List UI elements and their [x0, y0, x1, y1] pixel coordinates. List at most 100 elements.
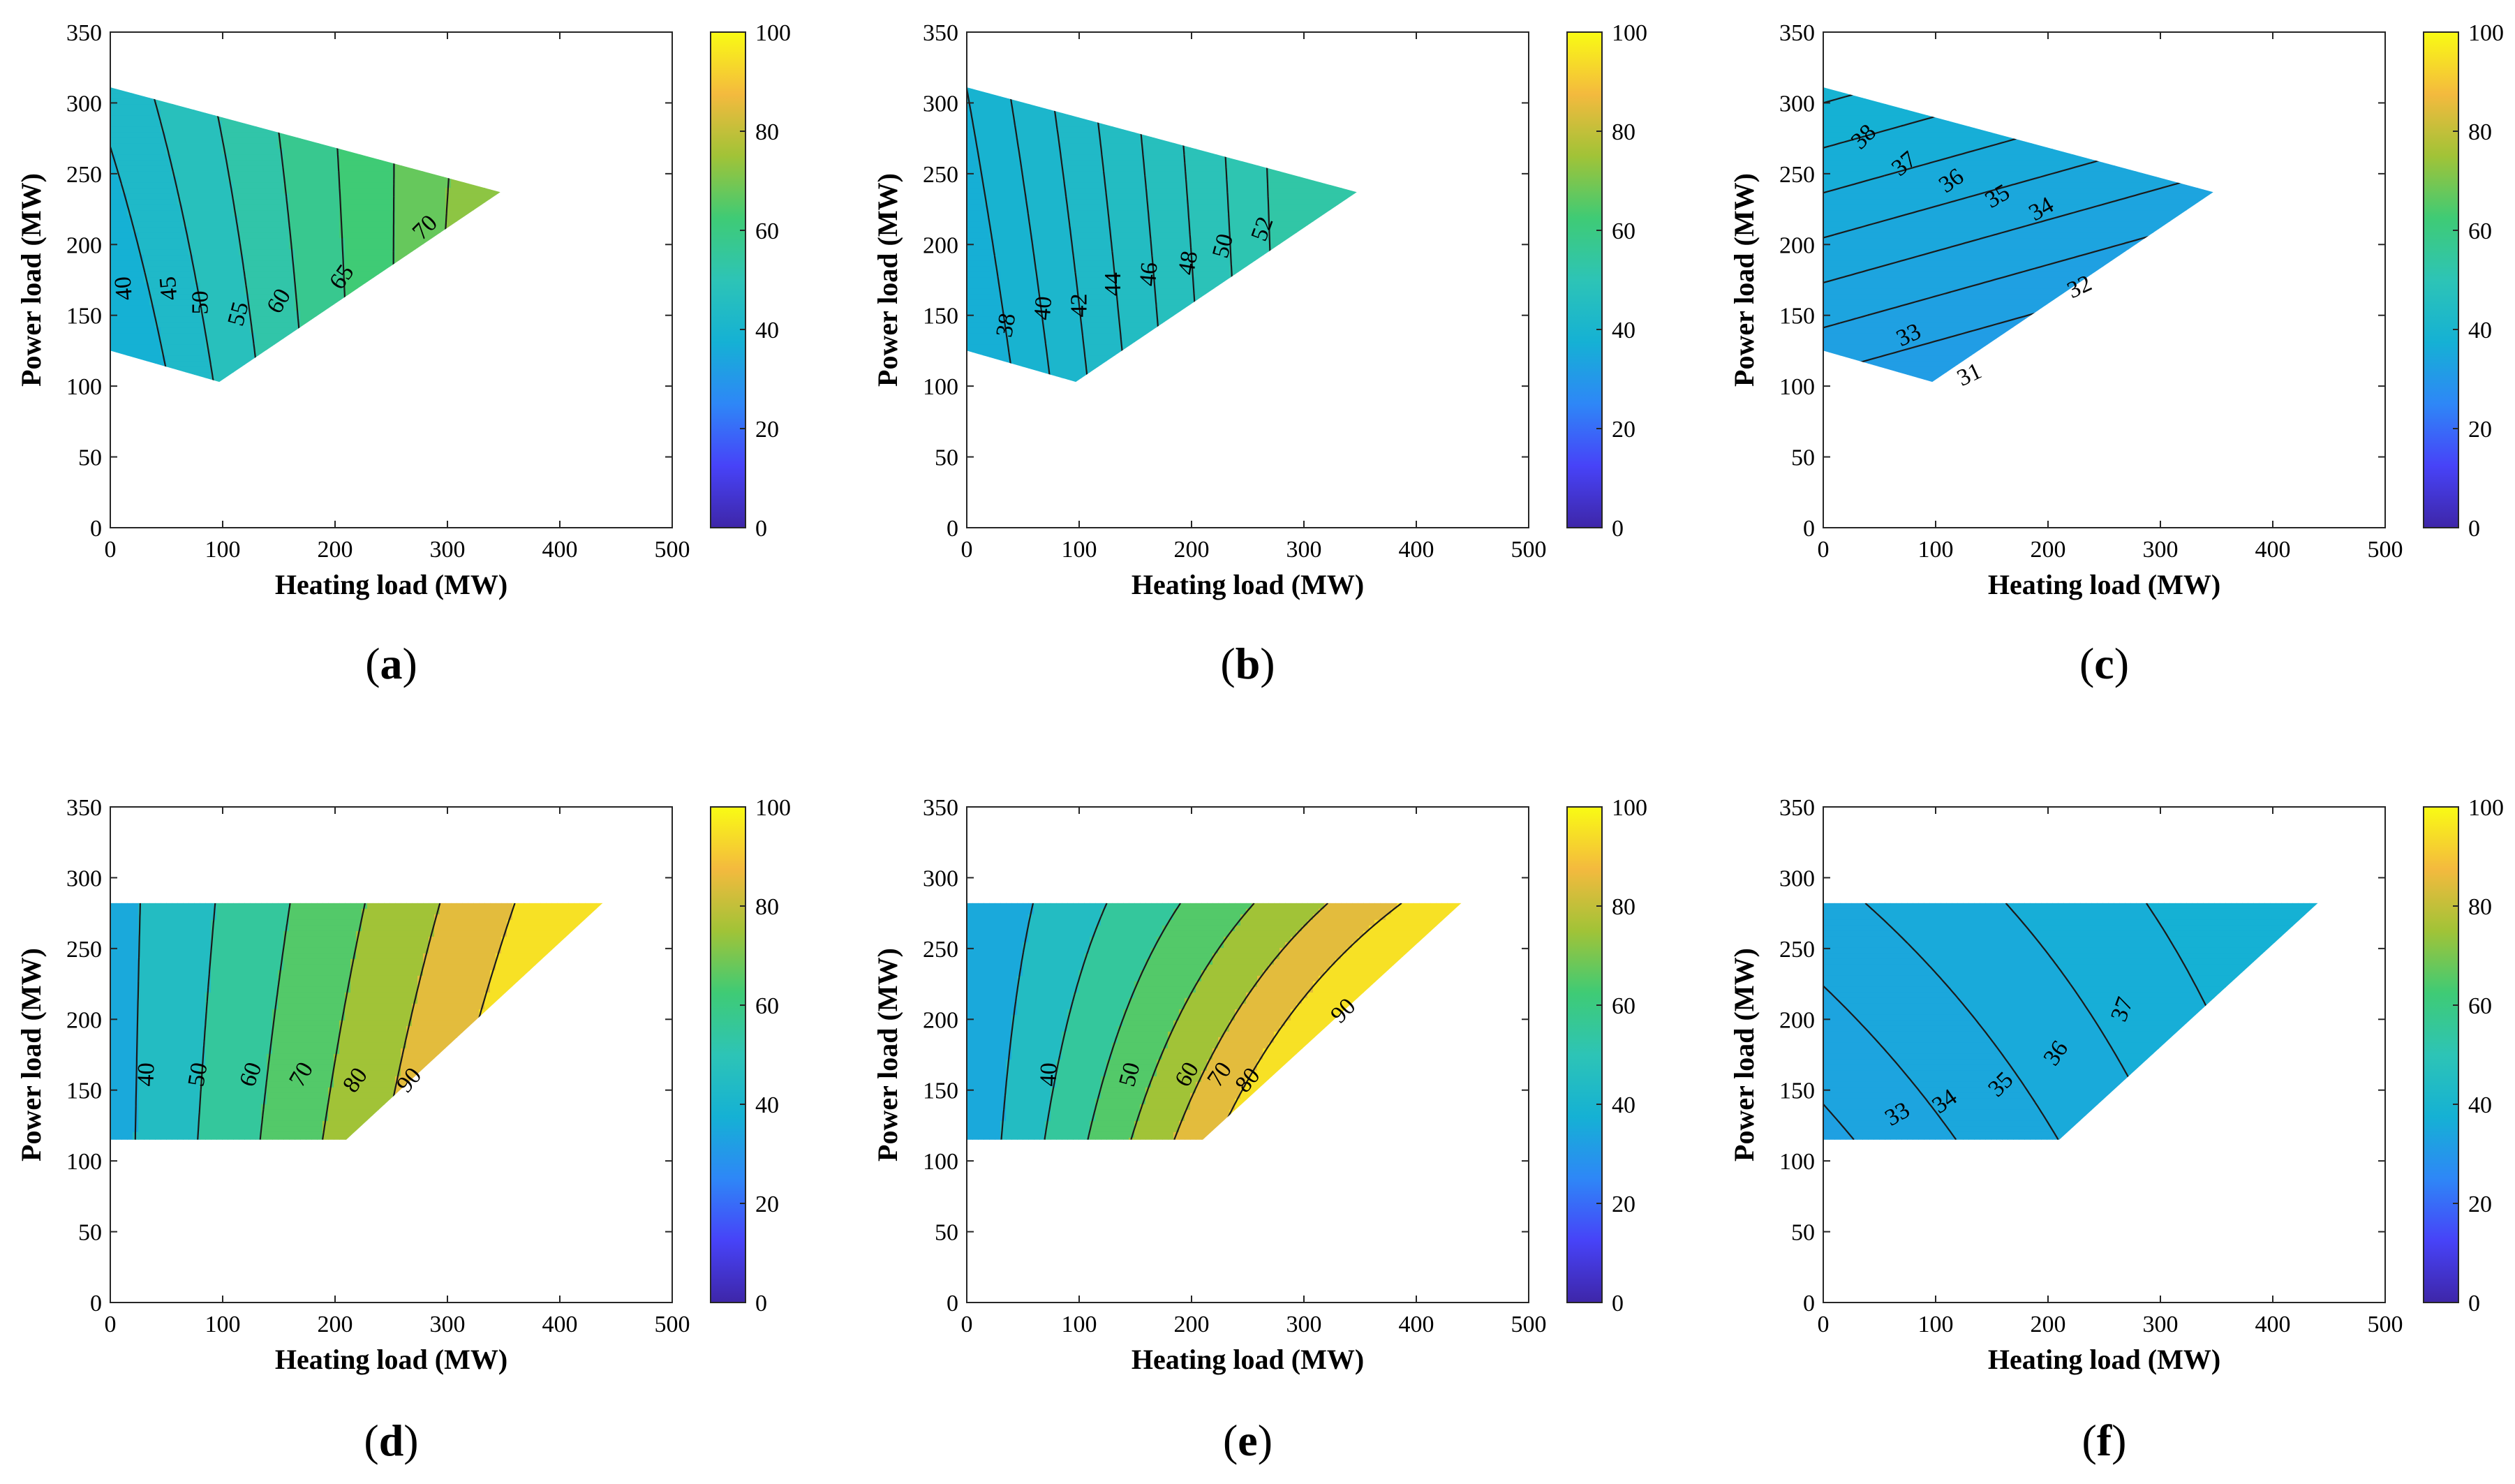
field-cell: [283, 110, 290, 116]
field-cell: [239, 272, 245, 278]
field-cell: [362, 93, 368, 99]
field-cell: [412, 110, 418, 116]
field-cell: [345, 193, 351, 200]
field-cell: [356, 143, 362, 149]
field-cell: [183, 121, 189, 127]
field-cell: [250, 154, 256, 161]
field-cell: [183, 210, 189, 216]
field-cell: [255, 361, 262, 367]
field-cell: [155, 322, 161, 328]
field-cell: [406, 98, 413, 105]
field-cell: [200, 249, 206, 255]
field-cell: [328, 138, 334, 144]
field-cell: [484, 87, 491, 94]
field-cell: [367, 188, 373, 194]
field-cell: [345, 344, 351, 350]
field-cell: [1023, 311, 1029, 317]
field-cell: [121, 143, 128, 149]
field-cell: [384, 232, 390, 239]
field-cell: [127, 333, 133, 339]
field-cell: [267, 344, 273, 350]
field-cell: [144, 87, 150, 88]
field-cell: [1051, 244, 1057, 250]
field-cell: [144, 311, 150, 317]
field-cell: [328, 121, 334, 127]
field-cell: [468, 132, 474, 138]
field-cell: [350, 244, 357, 250]
field-cell: [306, 350, 312, 356]
field-cell: [244, 266, 251, 272]
field-cell: [149, 138, 156, 144]
field-cell: [205, 277, 212, 283]
field-cell: [278, 322, 284, 328]
field-cell: [255, 182, 262, 188]
field-cell: [367, 154, 373, 161]
field-cell: [989, 171, 995, 177]
field-cell: [406, 339, 413, 345]
field-cell: [356, 232, 362, 239]
field-cell: [328, 344, 334, 350]
field-cell: [127, 160, 133, 166]
field-cell: [144, 238, 150, 244]
field-cell: [233, 322, 239, 328]
field-cell: [289, 322, 295, 328]
field-cell: [401, 132, 407, 138]
field-cell: [462, 221, 468, 228]
field-cell: [216, 98, 223, 105]
field-cell: [345, 210, 351, 216]
field-cell: [468, 272, 474, 278]
field-cell: [255, 238, 262, 244]
field-cell: [172, 333, 178, 339]
field-cell: [490, 93, 496, 99]
field-cell: [1000, 333, 1007, 339]
field-cell: [228, 366, 234, 373]
field-cell: [121, 177, 128, 183]
field-cell: [484, 210, 491, 216]
field-cell: [1011, 255, 1018, 261]
field-cell: [367, 238, 373, 244]
field-cell: [216, 193, 223, 200]
field-cell: [222, 272, 228, 278]
field-cell: [350, 115, 357, 121]
field-cell: [149, 177, 156, 183]
field-cell: [121, 132, 128, 138]
field-cell: [457, 305, 463, 311]
field-cell: [390, 188, 396, 194]
field-cell: [978, 294, 984, 300]
field-cell: [1039, 121, 1046, 127]
field-cell: [127, 355, 133, 362]
field-cell: [1051, 288, 1057, 295]
field-cell: [440, 160, 446, 166]
field-cell: [133, 199, 139, 205]
field-cell: [440, 165, 446, 172]
field-cell: [1023, 143, 1029, 149]
field-cell: [429, 227, 435, 233]
field-cell: [479, 121, 485, 127]
field-cell: [995, 288, 1001, 295]
field-cell: [1011, 350, 1018, 356]
field-cell: [339, 299, 346, 306]
field-cell: [322, 138, 329, 144]
field-cell: [378, 216, 385, 222]
field-cell: [473, 165, 480, 172]
field-cell: [188, 327, 195, 334]
field-cell: [149, 311, 156, 317]
field-cell: [984, 244, 990, 250]
colorbar-tick-label: 60: [755, 218, 779, 244]
field-cell: [339, 138, 346, 144]
field-cell: [490, 232, 496, 239]
field-cell: [188, 171, 195, 177]
field-cell: [496, 227, 500, 233]
field-cell: [978, 283, 984, 289]
field-cell: [1028, 294, 1034, 300]
field-cell: [222, 227, 228, 233]
field-cell: [177, 138, 184, 144]
field-cell: [378, 344, 385, 350]
field-cell: [239, 210, 245, 216]
field-cell: [322, 216, 329, 222]
field-cell: [172, 283, 178, 289]
field-cell: [267, 299, 273, 306]
field-cell: [1039, 87, 1046, 94]
field-cell: [423, 316, 429, 322]
field-cell: [378, 260, 385, 267]
